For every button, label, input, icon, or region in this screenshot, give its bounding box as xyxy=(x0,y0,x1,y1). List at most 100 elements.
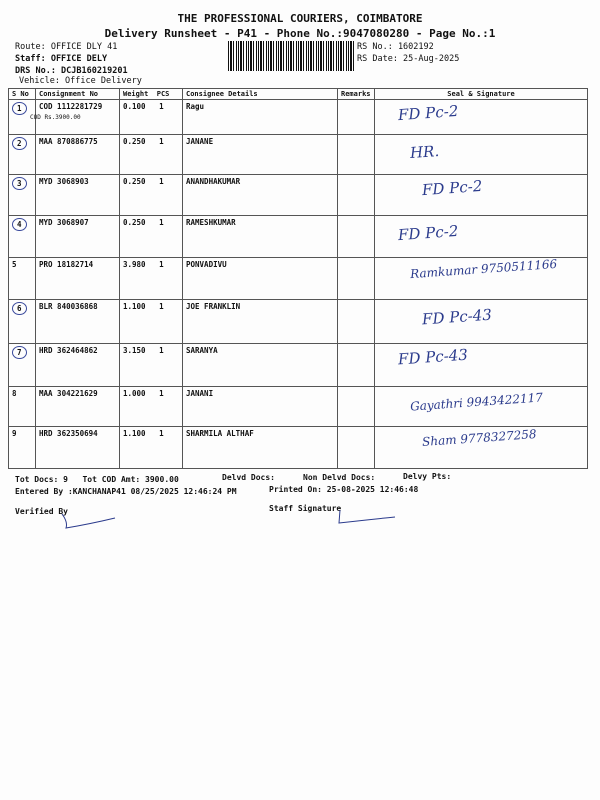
weight: 3.980 xyxy=(123,260,146,269)
cell-weight-pcs: 0.250 1 xyxy=(119,134,183,175)
handwritten-signature: Ramkumar 9750511166 xyxy=(409,256,558,282)
cell-remarks xyxy=(337,386,375,427)
vehicle: Vehicle: Office Delivery xyxy=(19,76,142,86)
cell-consignment: HRD 362464862 xyxy=(35,343,120,387)
cell-sno: 1 xyxy=(8,99,36,135)
handwritten-signature: FD Pc-43 xyxy=(397,345,469,369)
weight: 0.100 xyxy=(123,102,146,111)
consignee-name: ANANDHAKUMAR xyxy=(186,177,241,186)
table-row: 5 PRO 18182714 3.980 1 PONVADIVU Ramkumar 97… xyxy=(8,256,588,300)
col-consignee: Consignee Details xyxy=(182,88,338,100)
delvy-pts: Delvy Pts: xyxy=(403,472,452,481)
consignment-number: BLR 840036868 xyxy=(39,302,98,311)
consignment-number: MYD 3068903 xyxy=(39,177,89,186)
consignment-number: HRD 362350694 xyxy=(39,429,98,438)
pcs: 1 xyxy=(159,218,164,227)
table-row: 4 MYD 3068907 0.250 1 RAMESHKUMAR FD Pc-2 xyxy=(8,215,588,258)
barcode xyxy=(228,41,354,71)
pcs: 1 xyxy=(159,102,164,111)
pcs: 1 xyxy=(159,177,164,186)
rs-date: RS Date: 25-Aug-2025 xyxy=(357,54,460,64)
pcs: 1 xyxy=(159,260,164,269)
pcs: 1 xyxy=(159,346,164,355)
cell-weight-pcs: 1.100 1 xyxy=(119,299,183,344)
cell-signature: Gayathri 9943422117 xyxy=(374,386,588,427)
cell-weight-pcs: 1.000 1 xyxy=(119,386,183,427)
cell-consignment: MAA 304221629 xyxy=(35,386,120,427)
handwritten-signature: FD Pc-2 xyxy=(421,176,483,200)
tot-docs: Tot Docs: 9 xyxy=(15,475,68,484)
company-title: THE PROFESSIONAL COURIERS, COIMBATORE xyxy=(177,12,423,25)
cell-signature: FD Pc-43 xyxy=(374,343,588,387)
cell-signature: Sham 9778327258 xyxy=(374,426,588,469)
table-row: 9 HRD 362350694 1.100 1 SHARMILA ALTHAF Sham… xyxy=(8,426,588,469)
cell-consignment: BLR 840036868 xyxy=(35,299,120,344)
staff-signature-scribble xyxy=(338,509,396,524)
handwritten-signature: FD Pc-43 xyxy=(421,305,493,329)
serial-number: 6 xyxy=(12,302,27,315)
printed-on: Printed On: 25-08-2025 12:46:48 xyxy=(269,485,419,494)
serial-number: 1 xyxy=(12,102,27,115)
consignee-name: JANANE xyxy=(186,137,214,146)
serial-number: 8 xyxy=(12,389,17,398)
serial-number: 4 xyxy=(12,218,27,231)
cell-consignee: SARANYA xyxy=(182,343,338,387)
consignment-number: MAA 870886775 xyxy=(39,137,98,146)
cell-signature: FD Pc-43 xyxy=(374,299,588,344)
entered-by: Entered By :KANCHANAP41 08/25/2025 12:46… xyxy=(15,487,237,496)
consignee-name: SARANYA xyxy=(186,346,218,355)
cell-sno: 8 xyxy=(8,386,36,427)
consignment-number: PRO 18182714 xyxy=(39,260,94,269)
tot-cod: Tot COD Amt: 3900.00 xyxy=(82,475,179,484)
weight: 1.100 xyxy=(123,429,146,438)
cell-sno: 2 xyxy=(8,134,36,175)
consignment-number: MYD 3068907 xyxy=(39,218,89,227)
pcs: 1 xyxy=(159,429,164,438)
verified-by: Verified By xyxy=(15,507,68,516)
weight: 0.250 xyxy=(123,218,146,227)
cell-signature: HR. xyxy=(374,134,588,175)
cell-consignee: ANANDHAKUMAR xyxy=(182,174,338,216)
cell-weight-pcs: 1.100 1 xyxy=(119,426,183,469)
delvd-docs: Delvd Docs: xyxy=(222,473,275,482)
col-weight: Weight xyxy=(123,90,149,98)
consignment-number: MAA 304221629 xyxy=(39,389,98,398)
cell-signature: FD Pc-2 xyxy=(374,99,588,135)
weight: 1.100 xyxy=(123,302,146,311)
consignee-name: PONVADIVU xyxy=(186,260,227,269)
pcs: 1 xyxy=(159,137,164,146)
cell-consignee: SHARMILA ALTHAF xyxy=(182,426,338,469)
handwritten-signature: Sham 9778327258 xyxy=(421,427,538,449)
route: Route: OFFICE DLY 41 xyxy=(15,42,118,52)
cell-consignment: MYD 3068903 xyxy=(35,174,120,216)
consignment-table: S No Consignment No Weight PCS Consignee… xyxy=(8,88,588,469)
cell-consignee: RAMESHKUMAR xyxy=(182,215,338,258)
cell-remarks xyxy=(337,99,375,135)
cell-consignee: PONVADIVU xyxy=(182,257,338,300)
cell-consignee: JANANI xyxy=(182,386,338,427)
cell-consignee: JANANE xyxy=(182,134,338,175)
cell-sno: 4 xyxy=(8,215,36,258)
cell-weight-pcs: 0.250 1 xyxy=(119,215,183,258)
runsheet-subtitle: Delivery Runsheet - P41 - Phone No.:9047… xyxy=(104,27,496,40)
staff: Staff: OFFICE DELY xyxy=(15,54,108,64)
cell-sno: 9 xyxy=(8,426,36,469)
weight: 0.250 xyxy=(123,137,146,146)
cell-weight-pcs: 0.250 1 xyxy=(119,174,183,216)
pcs: 1 xyxy=(159,302,164,311)
handwritten-signature: Gayathri 9943422117 xyxy=(409,390,544,414)
drs-number: DRS No.: DCJB160219201 xyxy=(15,66,128,76)
cell-consignee: JOE FRANKLIN xyxy=(182,299,338,344)
consignee-name: JANANI xyxy=(186,389,214,398)
consignee-name: SHARMILA ALTHAF xyxy=(186,429,254,438)
handwritten-signature: FD Pc-2 xyxy=(397,101,459,125)
serial-number: 5 xyxy=(12,260,17,269)
table-row: 2 MAA 870886775 0.250 1 JANANE HR. xyxy=(8,134,588,175)
serial-number: 3 xyxy=(12,177,27,190)
consignee-name: JOE FRANKLIN xyxy=(186,302,241,311)
weight: 0.250 xyxy=(123,177,146,186)
consignment-number: COD 1112281729 xyxy=(39,102,103,111)
handwritten-signature: HR. xyxy=(409,142,440,162)
cell-consignment: COD 1112281729 COD Rs.3900.00 xyxy=(30,99,120,135)
cell-sno: 5 xyxy=(8,257,36,300)
